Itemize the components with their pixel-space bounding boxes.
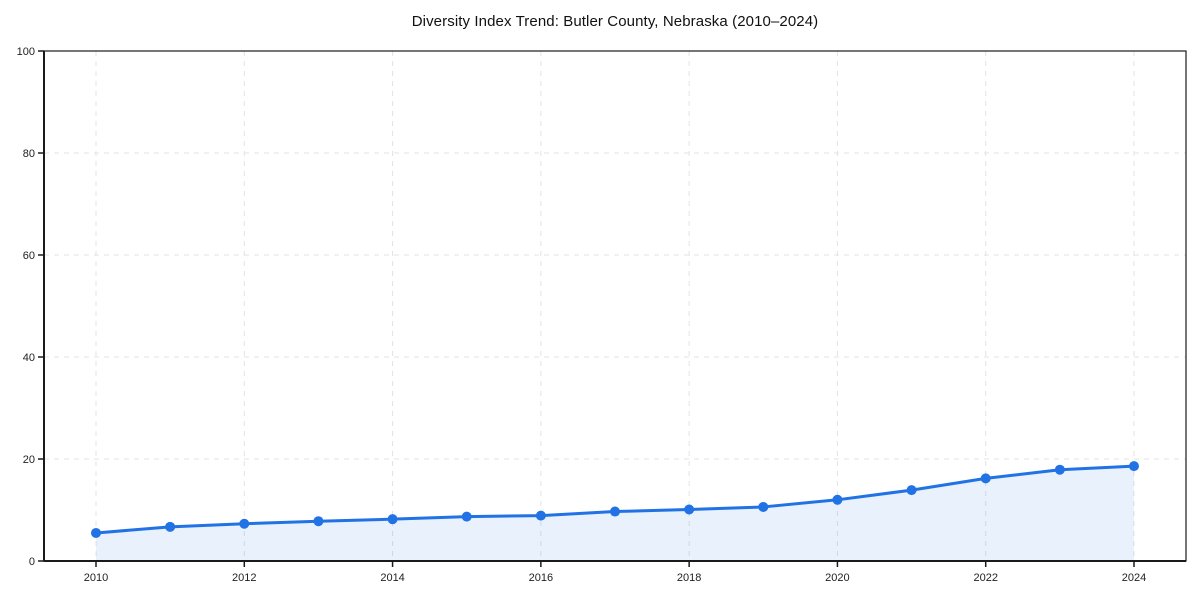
y-tick-label: 80: [23, 148, 35, 160]
x-tick-label: 2018: [677, 572, 701, 584]
data-point-marker: [1054, 464, 1065, 475]
data-point-marker: [387, 514, 398, 525]
data-point-marker: [535, 510, 546, 521]
data-point-marker: [239, 518, 250, 529]
y-tick-label: 0: [29, 556, 35, 568]
data-point-marker: [980, 473, 991, 484]
y-tick-label: 40: [23, 352, 35, 364]
data-point-marker: [832, 494, 843, 505]
data-point-marker: [165, 521, 176, 532]
data-point-marker: [313, 516, 324, 527]
y-tick-label: 100: [17, 46, 35, 58]
x-tick-label: 2022: [973, 572, 997, 584]
data-point-marker: [91, 527, 101, 538]
data-point-marker: [906, 485, 917, 496]
data-point-marker: [610, 506, 620, 517]
y-tick-label: 60: [23, 250, 35, 262]
data-point-marker: [758, 501, 769, 512]
x-tick-label: 2020: [825, 572, 849, 584]
x-tick-label: 2010: [84, 572, 108, 584]
x-tick-label: 2024: [1122, 572, 1146, 584]
x-tick-label: 2014: [380, 572, 404, 584]
x-tick-label: 2016: [529, 572, 553, 584]
data-point-marker: [684, 504, 695, 515]
data-point-marker: [461, 511, 472, 522]
data-point-marker: [1129, 461, 1139, 472]
x-tick-label: 2012: [232, 572, 256, 584]
chart-title: Diversity Index Trend: Butler County, Ne…: [411, 13, 819, 30]
y-tick-label: 20: [23, 454, 35, 466]
